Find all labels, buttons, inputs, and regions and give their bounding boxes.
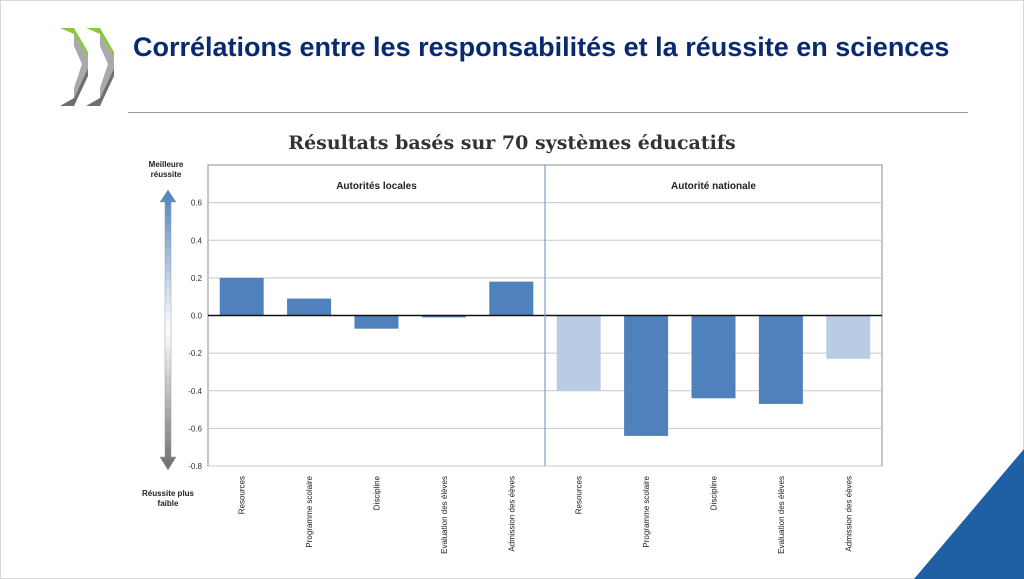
x-tick-label: Admission des éèves xyxy=(844,476,853,552)
x-tick-label: Programme scolaire xyxy=(642,475,651,547)
bar xyxy=(219,277,264,316)
x-tick-label: Evaluation des élèves xyxy=(440,476,449,554)
x-tick-label: Discipline xyxy=(373,475,382,510)
performance-arrow-icon xyxy=(159,189,177,471)
y-label-top: Meilleure réussite xyxy=(148,160,184,179)
x-tick-label: Discipline xyxy=(710,475,719,510)
y-tick-label: -0.4 xyxy=(188,387,202,396)
corner-decoration xyxy=(914,449,1024,579)
bar xyxy=(691,315,736,399)
bar xyxy=(624,315,669,436)
y-tick-label: 0.2 xyxy=(191,274,203,283)
group-label: Autorité nationale xyxy=(671,181,756,192)
y-tick-label: 0.4 xyxy=(191,236,203,245)
bar xyxy=(826,315,871,359)
y-tick-label: 0.0 xyxy=(191,312,203,321)
slide-title: Corrélations entre les responsabilités e… xyxy=(133,32,950,62)
bar xyxy=(489,281,534,316)
x-tick-label: Admission des éèves xyxy=(507,476,516,552)
bar xyxy=(421,315,466,318)
y-label-bottom: Réussite plus faible xyxy=(141,489,194,508)
title-divider xyxy=(128,112,968,113)
y-tick-label: -0.8 xyxy=(188,462,202,471)
double-chevron-icon xyxy=(60,28,114,106)
y-tick-label: 0.6 xyxy=(191,199,203,208)
bar xyxy=(556,315,601,391)
x-tick-label: Resources xyxy=(238,476,247,514)
y-tick-label: -0.2 xyxy=(188,349,202,358)
bar xyxy=(354,315,399,329)
group-label: Autorités locales xyxy=(336,181,417,192)
x-tick-label: Programme scolaire xyxy=(305,475,314,547)
x-tick-label: Evaluation des élèves xyxy=(777,476,786,554)
chart-title: Résultats basés sur 70 systèmes éducatif… xyxy=(288,132,736,154)
bar xyxy=(287,298,332,316)
y-tick-label: -0.6 xyxy=(188,424,202,433)
bar xyxy=(758,315,803,404)
x-tick-label: Resources xyxy=(575,476,584,514)
